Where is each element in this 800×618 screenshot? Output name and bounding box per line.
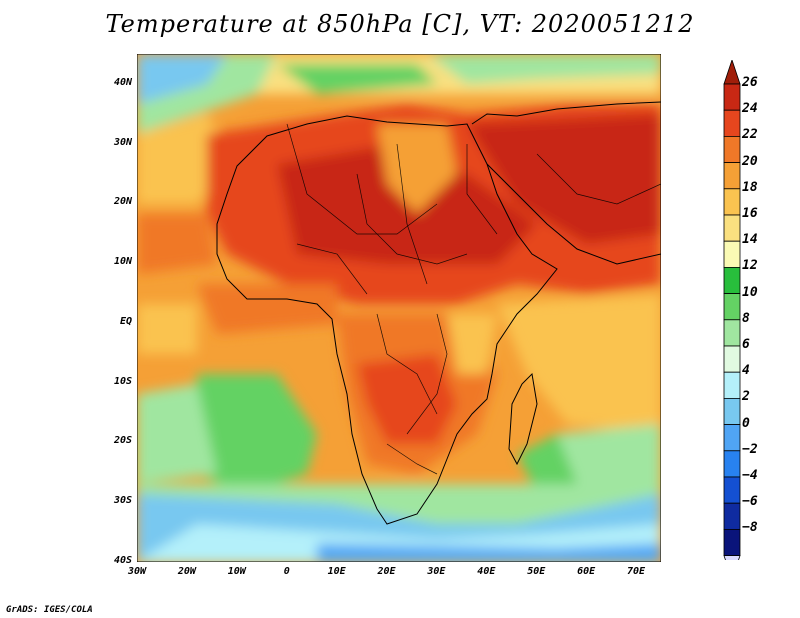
coastline xyxy=(216,101,661,525)
colorbar-swatch xyxy=(723,109,741,137)
colorbar-label: 4 xyxy=(742,363,750,379)
colorbar-swatch xyxy=(723,319,741,347)
colorbar-swatch xyxy=(723,162,741,190)
lat-tick-label: 20S xyxy=(113,435,132,447)
colorbar-label: 8 xyxy=(742,310,750,326)
lon-tick-label: 60E xyxy=(577,566,596,577)
colorbar-swatch xyxy=(723,240,741,268)
colorbar-swatch xyxy=(723,83,741,111)
colorbar-swatch xyxy=(723,528,741,556)
colorbar-swatch xyxy=(723,136,741,164)
colorbar-label: 12 xyxy=(742,258,758,274)
lat-tick-label: 10N xyxy=(113,256,132,268)
lon-tick-label: 40E xyxy=(477,566,496,577)
colorbar-swatch xyxy=(723,266,741,294)
colorbar xyxy=(723,60,741,560)
colorbar-label: 26 xyxy=(742,75,758,90)
lat-tick-label: 30S xyxy=(113,495,132,507)
lon-tick-label: 0 xyxy=(283,566,290,577)
colorbar-label: −2 xyxy=(742,441,758,457)
lat-tick-label: 30N xyxy=(113,136,132,148)
colorbar-bottom-arrow xyxy=(723,555,741,560)
colorbar-label: −4 xyxy=(742,468,758,483)
lat-tick-label: 10S xyxy=(113,375,132,387)
colorbar-label: 14 xyxy=(742,232,758,248)
colorbar-swatch xyxy=(723,397,741,425)
colorbar-label: 24 xyxy=(742,101,758,117)
lon-tick-label: 30W xyxy=(127,566,147,577)
colorbar-swatch xyxy=(723,371,741,399)
colorbar-label: 10 xyxy=(742,284,758,300)
lon-tick-label: 50E xyxy=(527,566,546,577)
colorbar-label: 22 xyxy=(742,127,758,143)
temperature-map xyxy=(137,54,661,562)
colorbar-label: −6 xyxy=(742,494,758,510)
lon-tick-label: 30E xyxy=(427,566,446,577)
colorbar-label: 16 xyxy=(742,206,758,221)
country-borders xyxy=(286,123,661,475)
colorbar-label: 2 xyxy=(742,389,750,405)
colorbar-swatch xyxy=(723,345,741,373)
map-title: Temperature at 850hPa [C], VT: 202005121… xyxy=(105,10,695,38)
colorbar-top-arrow xyxy=(723,60,741,85)
colorbar-swatch xyxy=(723,293,741,321)
colorbar-label: −8 xyxy=(742,520,758,536)
colorbar-swatch xyxy=(723,502,741,530)
lon-tick-label: 10E xyxy=(327,566,346,577)
colorbar-label: 20 xyxy=(742,153,758,169)
lat-tick-label: EQ xyxy=(119,315,132,327)
lon-tick-label: 10W xyxy=(227,566,246,577)
colorbar-swatch xyxy=(723,476,741,504)
colorbar-swatch xyxy=(723,214,741,242)
lon-tick-label: 20W xyxy=(177,566,196,577)
lat-tick-label: 40S xyxy=(113,555,132,566)
colorbar-swatch xyxy=(723,188,741,216)
temperature-field xyxy=(137,54,661,562)
colorbar-label: 0 xyxy=(742,415,750,431)
colorbar-swatch xyxy=(723,424,741,452)
software-credit: GrADS: IGES/COLA xyxy=(6,605,93,615)
lat-tick-label: 40N xyxy=(113,76,132,88)
lon-tick-label: 70E xyxy=(627,566,646,577)
colorbar-swatch xyxy=(723,450,741,478)
colorbar-label: 6 xyxy=(742,337,750,352)
lon-tick-label: 20E xyxy=(377,566,396,577)
lat-tick-label: 20N xyxy=(113,196,132,208)
colorbar-label: 18 xyxy=(742,179,758,195)
